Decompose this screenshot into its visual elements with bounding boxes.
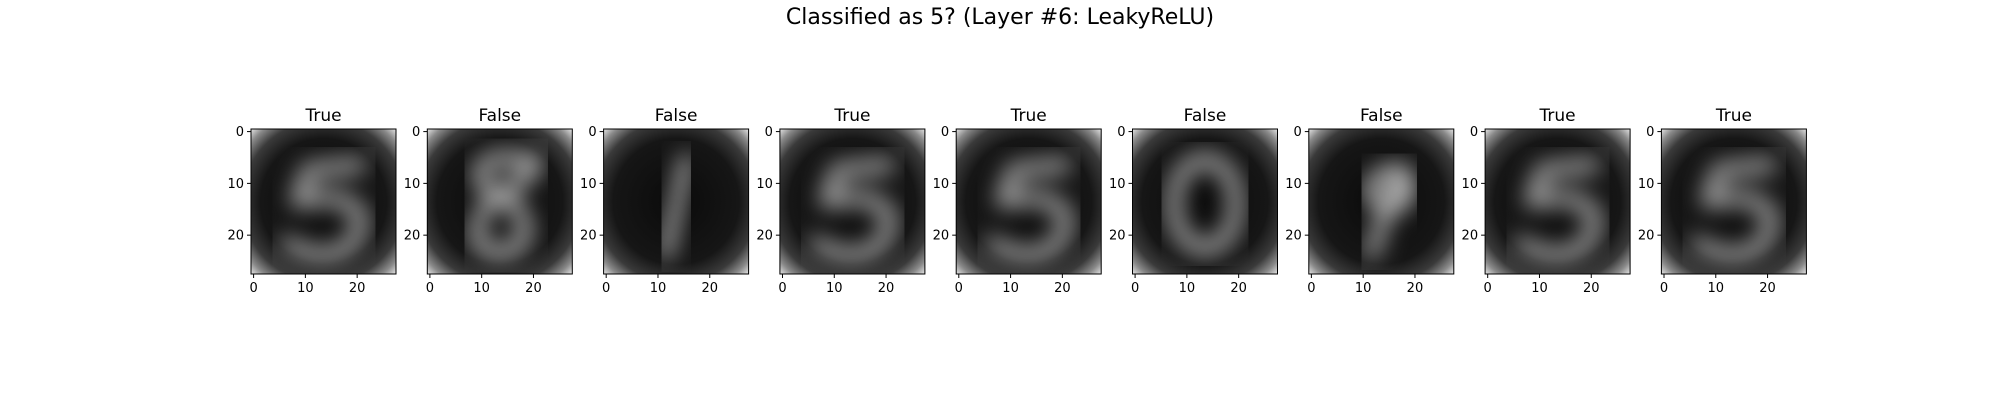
y-tick-label: 0 [1470,125,1478,140]
x-tick-label: 10 [473,281,490,296]
y-tick-label: 20 [580,229,597,244]
y-tick-label: 10 [933,177,950,192]
image-panel: True 0 10 20 0 10 20 [756,106,925,296]
x-tick-label: 10 [650,281,667,296]
y-tick-label: 0 [765,125,773,140]
y-tick-label: 10 [580,177,597,192]
x-tick-label: 0 [1131,281,1139,296]
x-tick-label: 0 [1660,281,1668,296]
x-tick-label: 0 [955,281,963,296]
y-tick-label: 10 [1462,177,1479,192]
panel-title: True [1539,106,1576,126]
y-tick-label: 20 [1285,229,1302,244]
x-tick-label: 0 [1484,281,1492,296]
panel-title: True [833,106,870,126]
panel-title: True [1715,106,1752,126]
panel-title: False [1184,106,1227,126]
x-tick-label: 10 [1002,281,1019,296]
y-tick-label: 0 [1646,125,1654,140]
image-panel: True 0 10 20 0 10 20 [1638,106,1807,296]
panel-title: False [478,106,521,126]
figure-title: Classified as 5? (Layer #6: LeakyReLU) [786,5,1214,30]
y-tick-label: 0 [1294,125,1302,140]
x-tick-label: 0 [426,281,434,296]
x-tick-label: 10 [826,281,843,296]
x-tick-label: 10 [1708,281,1725,296]
image-panel: False 0 10 20 0 10 20 [1285,106,1454,296]
panel-title: True [304,106,341,126]
x-tick-label: 20 [525,281,542,296]
x-tick-label: 10 [1355,281,1372,296]
panel-grid: True 0 10 20 0 10 20 False 0 10 20 0 10 20 False 0 10 20 0… [227,106,1806,296]
y-tick-label: 20 [756,229,773,244]
image-panel: False 0 10 20 0 10 20 [1109,106,1278,296]
x-tick-label: 0 [249,281,257,296]
y-tick-label: 20 [1638,229,1655,244]
y-tick-label: 20 [933,229,950,244]
image-panel: True 0 10 20 0 10 20 [227,106,396,296]
x-tick-label: 20 [1583,281,1600,296]
image-panel: False 0 10 20 0 10 20 [580,106,749,296]
image-panel: False 0 10 20 0 10 20 [404,106,573,296]
x-tick-label: 20 [1230,281,1247,296]
x-tick-label: 10 [297,281,314,296]
y-tick-label: 20 [227,229,244,244]
x-tick-label: 20 [1407,281,1424,296]
y-tick-label: 0 [412,125,420,140]
x-tick-label: 0 [602,281,610,296]
x-tick-label: 20 [1759,281,1776,296]
y-tick-label: 10 [227,177,244,192]
x-tick-label: 10 [1531,281,1548,296]
x-tick-label: 20 [1054,281,1071,296]
y-tick-label: 20 [404,229,421,244]
y-tick-label: 10 [1285,177,1302,192]
y-tick-label: 10 [1109,177,1126,192]
x-tick-label: 10 [1179,281,1196,296]
x-tick-label: 0 [1307,281,1315,296]
x-tick-label: 0 [778,281,786,296]
panel-title: True [1010,106,1047,126]
x-tick-label: 20 [701,281,718,296]
image-panel: True 0 10 20 0 10 20 [1462,106,1631,296]
y-tick-label: 0 [236,125,244,140]
panel-title: False [1360,106,1403,126]
y-tick-label: 10 [1638,177,1655,192]
image-panel: True 0 10 20 0 10 20 [933,106,1102,296]
y-tick-label: 20 [1109,229,1126,244]
y-tick-label: 0 [941,125,949,140]
panel-title: False [655,106,698,126]
y-tick-label: 0 [1117,125,1125,140]
x-tick-label: 20 [349,281,366,296]
y-tick-label: 0 [588,125,596,140]
x-tick-label: 20 [878,281,895,296]
y-tick-label: 10 [756,177,773,192]
y-tick-label: 10 [404,177,421,192]
y-tick-label: 20 [1462,229,1479,244]
